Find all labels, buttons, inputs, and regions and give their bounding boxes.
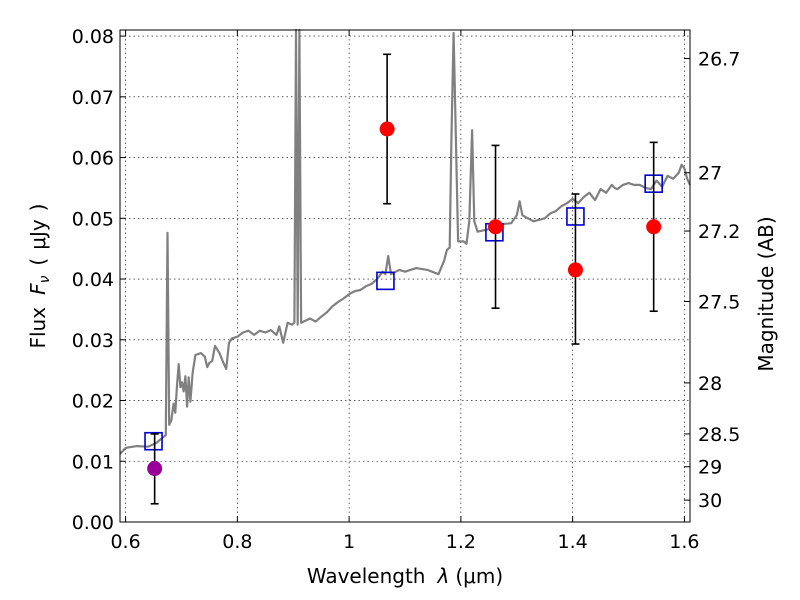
x-tick-label: 1 [343,531,355,553]
y-tick-label: 0.01 [72,451,114,473]
y2-tick-label: 27 [698,163,722,185]
observed-point [147,461,163,477]
y2-tick-label: 26.7 [698,49,740,71]
x-tick-label: 1.2 [446,531,476,553]
axis-ticks: 0.6 0.8 1 1.2 1.4 1.6 0.00 0.01 0.02 0.03 0.04 0.05… [72,26,741,553]
grid [120,30,690,523]
observed-point [379,121,395,137]
model-photometry-square [376,271,395,291]
y-tick-label: 0.03 [72,330,114,352]
y-tick-label: 0.08 [72,26,114,48]
y-tick-label: 0.06 [72,148,114,170]
x-tick-label: 1.4 [558,531,588,553]
observed-points [147,53,662,505]
spectrum-line [119,28,691,455]
observed-point [646,219,662,235]
model-photometry-square [144,431,163,451]
y2-tick-label: 27.2 [698,221,740,243]
y2-tick-label: 28 [698,373,722,395]
y-tick-label: 0.04 [72,269,114,291]
observed-point [488,219,504,235]
y2-tick-label: 30 [698,490,722,512]
y2-tick-label: 27.5 [698,292,740,314]
y-axis-label: FluxFν(μJy) [26,203,53,348]
observed-point [567,262,583,278]
y2-tick-label: 28.5 [698,424,740,446]
y-tick-label: 0.02 [72,391,114,413]
model-spectrum [119,28,691,455]
y-tick-label: 0.07 [72,87,114,109]
x-tick-label: 0.6 [110,531,140,553]
x-tick-label: 1.6 [669,531,699,553]
x-tick-label: 0.8 [222,531,252,553]
y-tick-label: 0.00 [72,512,114,534]
right-axis-label: Magnitude (AB) [754,216,778,371]
y-tick-label: 0.05 [72,208,114,230]
model-photometry-squares [144,174,663,451]
plot-frame [119,29,691,523]
x-axis-label: Wavelength λ (μm) [307,564,503,588]
y2-tick-label: 29 [698,457,722,479]
